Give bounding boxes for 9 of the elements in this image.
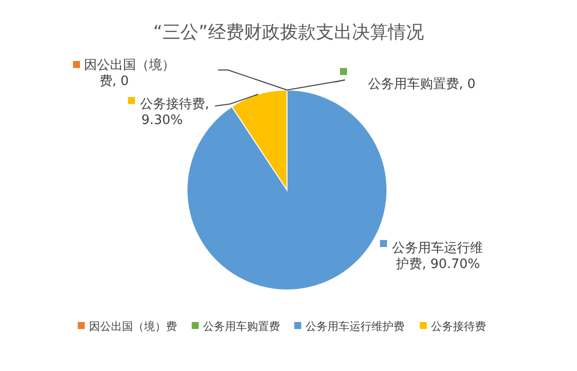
legend-label: 公务用车购置费 bbox=[202, 320, 280, 333]
legend-label: 因公出国（境）费 bbox=[88, 320, 177, 333]
text: 公务用车购置费, 0 bbox=[368, 77, 476, 92]
chart-title: “三公”经费财政拨款支出决算情况 bbox=[153, 22, 424, 43]
legend-label: 公务接待费 bbox=[430, 320, 486, 333]
text: 因公出国（境）费, 0 bbox=[84, 58, 175, 89]
data-label: 公务接待费, 9.30% bbox=[137, 97, 210, 128]
data-label: 公务用车运行维护费, 90.70% bbox=[392, 241, 483, 272]
legend-label: 公务用车运行维护费 bbox=[305, 320, 404, 333]
